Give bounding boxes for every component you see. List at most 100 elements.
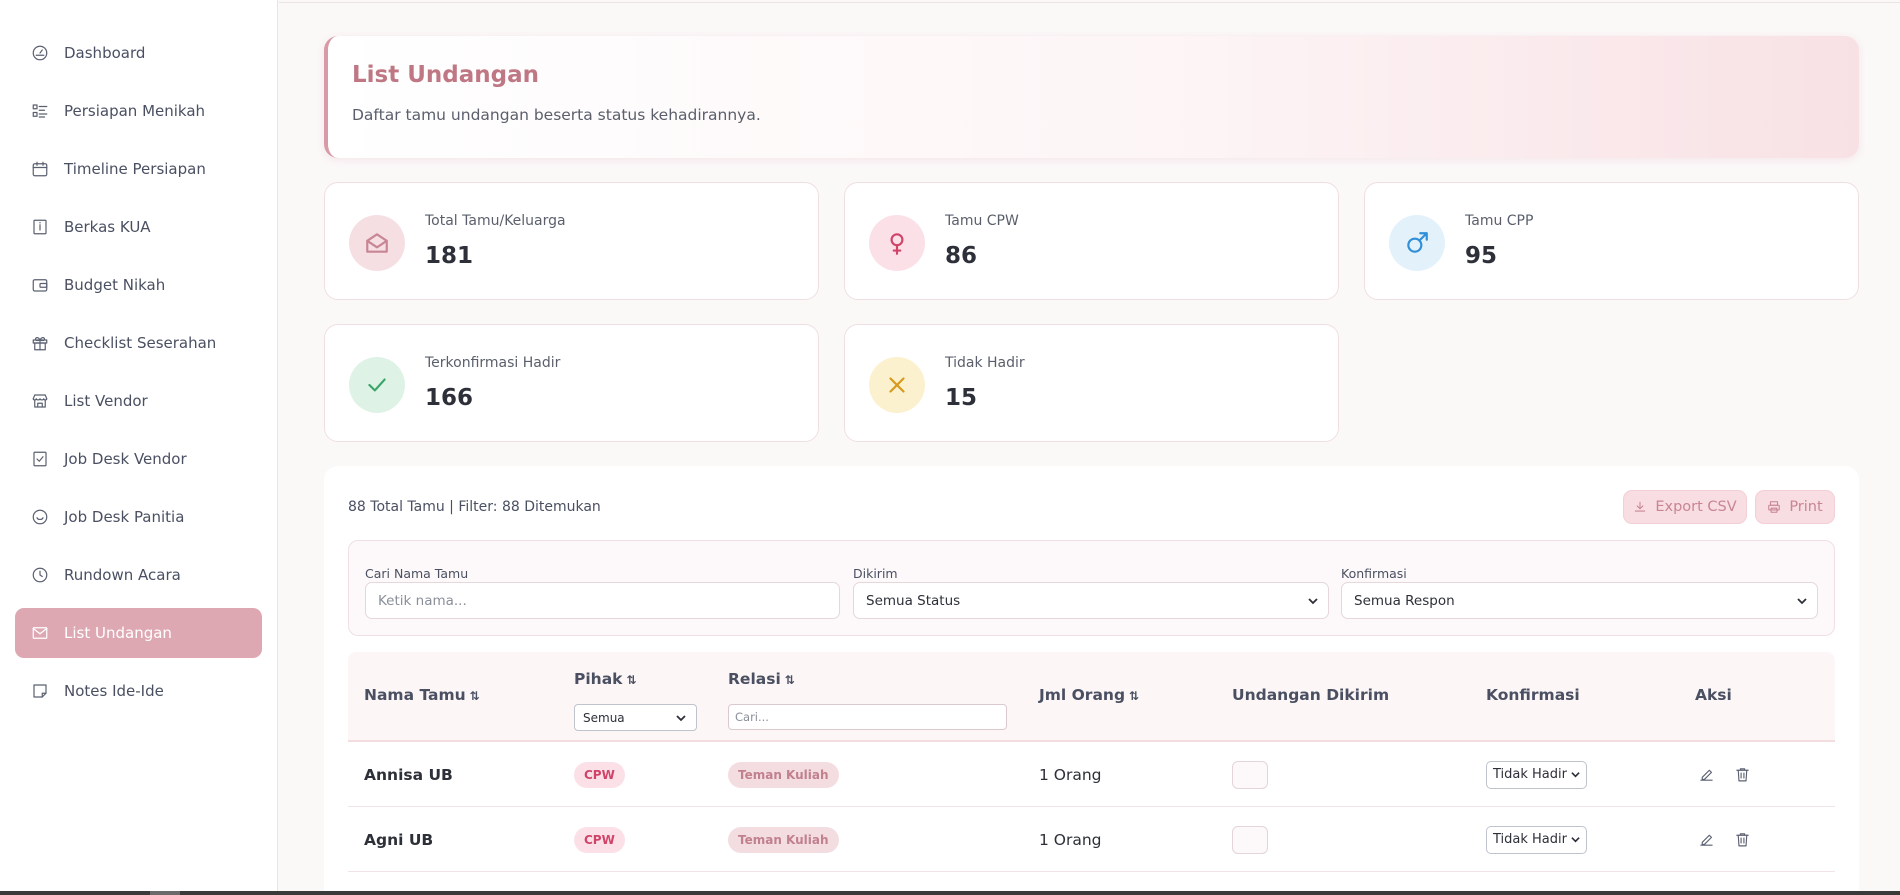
sidebar-item-list-vendor[interactable]: List Vendor [15,376,262,426]
sidebar-item-rundown-acara[interactable]: Rundown Acara [15,550,262,600]
sort-icon: ⇅ [1129,689,1140,703]
envelope-open-icon [349,215,405,271]
printer-icon [1768,501,1781,513]
export-csv-label: Export CSV [1655,499,1737,515]
taskbar-strip [0,891,1900,895]
stat-card-total: Total Tamu/Keluarga 181 [324,182,819,300]
delete-button[interactable] [1734,807,1751,872]
col-count[interactable]: Jml Orang ⇅ [1039,686,1139,704]
sort-icon: ⇅ [469,689,480,703]
guest-list-panel: 88 Total Tamu | Filter: 88 Ditemukan Exp… [324,466,1859,895]
wallet-icon [31,276,49,294]
stat-card-hadir: Terkonfirmasi Hadir 166 [324,324,819,442]
top-divider [279,2,1900,3]
pencil-icon [1700,834,1713,846]
guest-count: 1 Orang [1039,830,1102,849]
pencil-icon [1700,769,1713,781]
delete-button[interactable] [1734,742,1751,807]
sort-icon: ⇅ [784,673,795,687]
sidebar-item-notes-ide-ide[interactable]: Notes Ide-Ide [15,666,262,716]
col-relation-label: Relasi [728,670,781,688]
side-badge: CPW [574,826,625,853]
trash-icon [1736,768,1749,782]
sidebar-item-label: Persiapan Menikah [64,102,206,120]
stat-value: 181 [425,243,474,269]
confirm-value: Tidak Hadir [1493,767,1567,782]
check-square-icon [31,450,49,468]
calendar-icon [31,160,49,178]
sent-checkbox[interactable] [1232,825,1268,854]
sidebar-item-label: Timeline Persiapan [64,160,206,178]
sent-filter-label: Dikirim [853,566,898,581]
confirm-select[interactable]: Tidak Hadir [1486,825,1587,854]
sidebar-item-job-desk-vendor[interactable]: Job Desk Vendor [15,434,262,484]
stat-card-cpw: Tamu CPW 86 [844,182,1339,300]
page-header: List Undangan Daftar tamu undangan beser… [324,36,1859,158]
stat-value: 15 [945,385,978,411]
page-title: List Undangan [352,62,539,88]
confirm-filter-value: Semua Respon [1354,592,1455,609]
export-csv-button[interactable]: Export CSV [1623,490,1747,524]
sidebar-item-list-undangan[interactable]: List Undangan [15,608,262,658]
col-side[interactable]: Pihak ⇅ [574,670,637,688]
gift-icon [31,334,49,352]
gauge-icon [31,44,49,62]
sidebar-item-label: Job Desk Panitia [64,508,185,526]
note-icon [31,682,49,700]
sidebar-item-dashboard[interactable]: Dashboard [15,28,262,78]
sent-filter-select[interactable]: Semua Status [853,582,1329,619]
confirm-select[interactable]: Tidak Hadir [1486,760,1587,789]
print-label: Print [1789,499,1823,515]
document-icon [31,218,49,236]
col-name[interactable]: Nama Tamu ⇅ [364,686,480,704]
relation-filter-input[interactable] [728,704,1007,730]
store-icon [31,392,49,410]
table-header: Nama Tamu⇅ Pihak⇅ Semua Relasi⇅ Jml Oran… [348,652,1835,742]
edit-button[interactable] [1698,807,1715,872]
filter-bar: Cari Nama Tamu Dikirim Semua Status Konf… [348,540,1835,636]
check-icon [349,357,405,413]
stat-label: Tamu CPW [945,213,1019,229]
trash-icon [1736,833,1749,847]
relation-badge: Teman Kuliah [728,826,839,853]
stat-label: Tidak Hadir [945,355,1025,371]
chevron-down-icon [1308,598,1318,605]
table-row: Annisa UB CPW Teman Kuliah 1 Orang Tidak… [348,742,1835,807]
side-filter-value: Semua [583,710,625,725]
sidebar-item-persiapan-menikah[interactable]: Persiapan Menikah [15,86,262,136]
stat-label: Tamu CPP [1465,213,1534,229]
col-sent: Undangan Dikirim [1232,686,1390,704]
clock-icon [31,566,49,584]
female-icon [869,215,925,271]
side-filter-select[interactable]: Semua [574,704,697,731]
relation-badge: Teman Kuliah [728,761,839,788]
checklist-icon [31,102,49,120]
sidebar-item-job-desk-panitia[interactable]: Job Desk Panitia [15,492,262,542]
stat-label: Total Tamu/Keluarga [425,213,566,229]
sidebar-item-label: Checklist Seserahan [64,334,217,352]
male-icon [1389,215,1445,271]
col-action: Aksi [1695,686,1732,704]
col-relation[interactable]: Relasi ⇅ [728,670,795,688]
guest-name: Annisa UB [364,765,453,784]
chevron-down-icon [1571,772,1580,778]
guest-name: Agni UB [364,830,434,849]
edit-button[interactable] [1698,742,1715,807]
download-icon [1635,501,1646,512]
print-button[interactable]: Print [1755,490,1835,524]
stat-label: Terkonfirmasi Hadir [425,355,561,371]
chevron-down-icon [1797,598,1807,605]
sidebar-item-timeline-persiapan[interactable]: Timeline Persiapan [15,144,262,194]
col-name-label: Nama Tamu [364,686,466,704]
sidebar-item-budget-nikah[interactable]: Budget Nikah [15,260,262,310]
search-input[interactable] [365,582,840,619]
confirm-filter-select[interactable]: Semua Respon [1341,582,1818,619]
sidebar-item-checklist-seserahan[interactable]: Checklist Seserahan [15,318,262,368]
sent-checkbox[interactable] [1232,760,1268,789]
sidebar-item-berkas-kua[interactable]: Berkas KUA [15,202,262,252]
col-confirm: Konfirmasi [1486,686,1580,704]
sidebar-item-label: Dashboard [64,44,146,62]
stat-value: 86 [945,243,978,269]
x-icon [869,357,925,413]
sidebar-item-label: List Vendor [64,392,148,410]
